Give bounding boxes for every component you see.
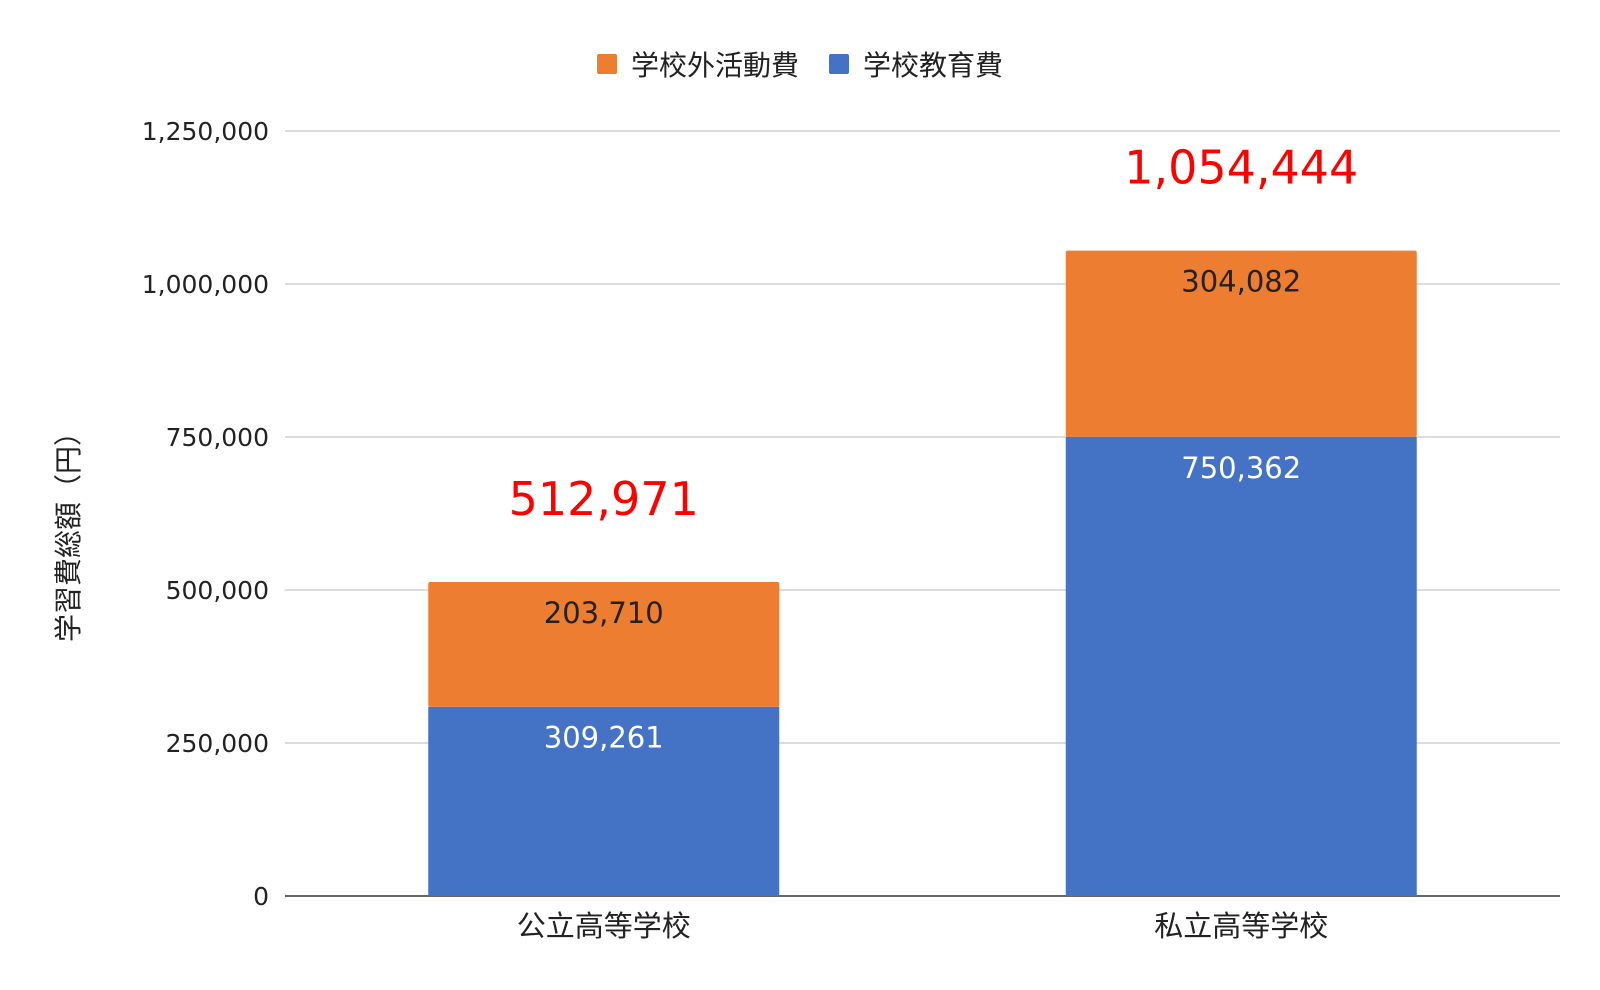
x-tick-label: 私立高等学校	[1154, 909, 1328, 943]
y-tick-label: 1,000,000	[142, 270, 269, 299]
legend-item-school-education: 学校教育費	[829, 44, 1003, 84]
legend-item-extracurricular: 学校外活動費	[596, 44, 799, 84]
legend-label-extracurricular: 学校外活動費	[630, 49, 799, 82]
y-tick-label: 1,250,000	[142, 117, 269, 146]
y-tick-label: 250,000	[166, 729, 269, 758]
x-tick-label: 公立高等学校	[517, 909, 691, 943]
data-label: 309,261	[544, 721, 664, 755]
legend: 学校外活動費 学校教育費	[0, 44, 1600, 84]
bar-segment	[428, 706, 780, 896]
data-label: 750,362	[1181, 451, 1301, 485]
total-label: 512,971	[509, 472, 699, 526]
data-label: 304,082	[1181, 265, 1301, 299]
data-label: 203,710	[544, 596, 664, 630]
bar-segment	[1065, 436, 1417, 896]
bar-segment	[1065, 250, 1417, 437]
y-tick-label: 500,000	[166, 576, 269, 605]
legend-swatch-extracurricular	[596, 54, 617, 74]
y-tick-label: 0	[253, 882, 269, 911]
bar-segment	[428, 582, 780, 707]
total-label: 1,054,444	[1124, 141, 1358, 195]
legend-swatch-school-education	[829, 54, 849, 74]
y-tick-label: 750,000	[166, 423, 269, 452]
legend-label-school-education: 学校教育費	[863, 49, 1004, 82]
